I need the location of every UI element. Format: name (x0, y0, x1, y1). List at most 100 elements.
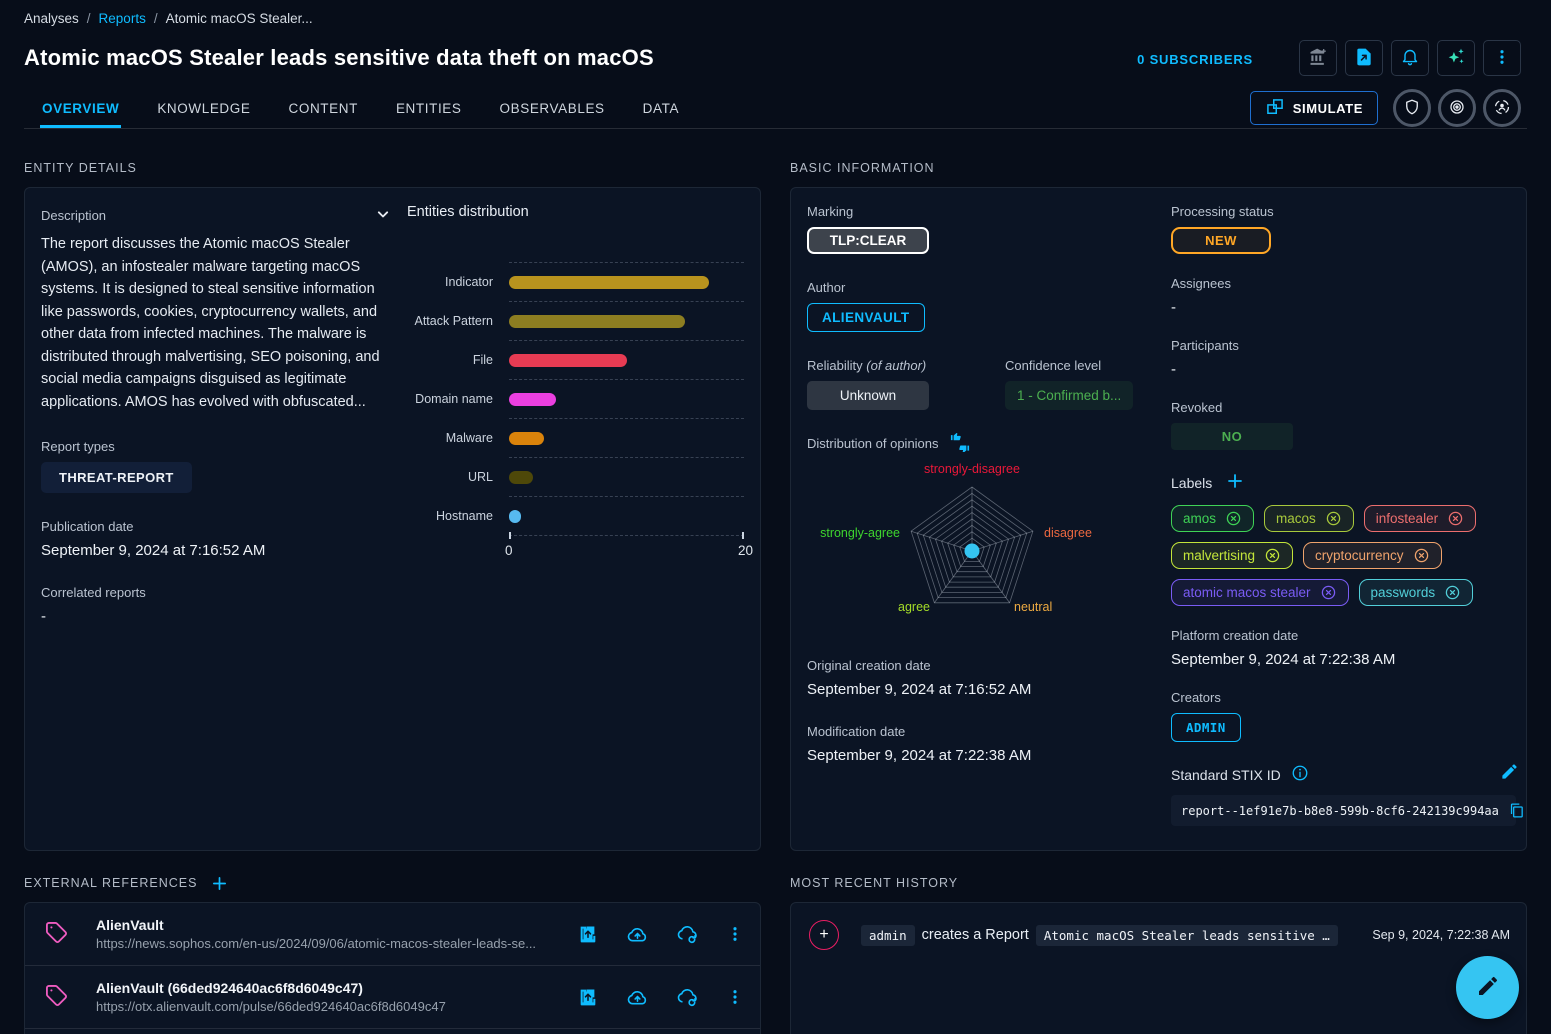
info-icon[interactable] (1291, 764, 1309, 785)
remove-label-icon[interactable] (1444, 584, 1461, 601)
label-chip[interactable]: infostealer (1363, 505, 1477, 532)
persona-gauge-button[interactable] (1483, 89, 1521, 127)
remove-label-icon[interactable] (1413, 547, 1430, 564)
bar-category-label: File (472, 352, 493, 367)
simulate-button[interactable]: SIMULATE (1249, 91, 1378, 125)
tag-icon (45, 921, 68, 947)
label-text: amos (1183, 511, 1217, 526)
target-gauge-button[interactable] (1438, 89, 1476, 127)
marking-chip: TLP:CLEAR (807, 227, 929, 254)
description-label: Description (41, 208, 107, 223)
label-chip[interactable]: macos (1264, 505, 1354, 532)
bar[interactable] (509, 470, 533, 484)
author-chip[interactable]: ALIENVAULT (807, 303, 925, 332)
notifications-button[interactable] (1391, 40, 1429, 76)
tabs: OVERVIEW KNOWLEDGE CONTENT ENTITIES OBSE… (24, 92, 1527, 129)
page-title: Atomic macOS Stealer leads sensitive dat… (24, 45, 654, 70)
tab-entities[interactable]: ENTITIES (395, 101, 462, 116)
opinions-radar-chart: strongly-disagree disagree neutral agree str… (807, 459, 1137, 638)
bar-category-label: Malware (445, 430, 493, 445)
labels-label: Labels (1171, 474, 1213, 491)
edit-fab[interactable] (1456, 956, 1519, 1019)
tab-data[interactable]: DATA (642, 101, 680, 116)
label-chip[interactable]: passwords (1358, 579, 1474, 606)
marking-label: Marking (807, 204, 854, 219)
remove-label-icon[interactable] (1320, 584, 1337, 601)
shield-gauge-button[interactable] (1393, 89, 1431, 127)
external-reference-row[interactable]: AlienVault (66ded924640ac6f8d6049c47) ht… (25, 966, 760, 1029)
label-chip[interactable]: malvertising (1171, 542, 1294, 569)
tag-icon (45, 984, 68, 1010)
bar-row: Attack Pattern (407, 301, 744, 340)
svg-text:neutral: neutral (1014, 600, 1052, 614)
thumbs-up-down-icon[interactable] (949, 432, 971, 455)
bar[interactable] (509, 392, 556, 406)
bar[interactable] (509, 314, 686, 328)
breadcrumb: Analyses / Reports / Atomic macOS Steale… (24, 11, 313, 26)
revoked-label: Revoked (1171, 400, 1223, 415)
creator-chip[interactable]: ADMIN (1171, 713, 1241, 742)
description-text: The report discusses the Atomic macOS St… (41, 236, 380, 410)
opinions-label: Distribution of opinions (807, 436, 939, 451)
revoked-chip: NO (1171, 423, 1293, 450)
open-link-button[interactable] (577, 923, 599, 945)
ai-assistant-button[interactable] (1437, 40, 1475, 76)
bar[interactable] (509, 353, 627, 367)
cloud-sync-button[interactable] (676, 923, 699, 946)
reliability-label: Reliability (of author) (807, 358, 927, 373)
bar-category-label: Hostname (436, 508, 493, 523)
remove-label-icon[interactable] (1447, 510, 1464, 527)
chevron-down-icon[interactable] (373, 204, 393, 227)
add-label-button[interactable] (1226, 472, 1244, 493)
edit-stix-icon[interactable] (1500, 762, 1519, 784)
label-text: malvertising (1183, 548, 1256, 563)
x-tick-20: 20 (737, 543, 753, 558)
tab-overview[interactable]: OVERVIEW (40, 92, 122, 128)
label-chip[interactable]: atomic macos stealer (1171, 579, 1349, 606)
reference-url: https://news.sophos.com/en-us/2024/09/06… (96, 936, 537, 951)
bar[interactable] (509, 275, 709, 289)
modification-value: September 9, 2024 at 7:22:38 AM (807, 747, 1032, 764)
tab-content[interactable]: CONTENT (288, 101, 358, 116)
remove-label-icon[interactable] (1325, 510, 1342, 527)
external-references-section-title: EXTERNAL REFERENCES (24, 873, 761, 893)
shield-icon (1403, 98, 1421, 119)
export-file-button[interactable] (1345, 40, 1383, 76)
remove-label-icon[interactable] (1225, 510, 1242, 527)
remove-label-icon[interactable] (1264, 547, 1281, 564)
reference-more-button[interactable] (726, 988, 744, 1006)
breadcrumb-analyses[interactable]: Analyses (24, 11, 79, 26)
add-external-reference-button[interactable] (211, 875, 228, 892)
more-options-button[interactable] (1483, 40, 1521, 76)
tab-knowledge[interactable]: KNOWLEDGE (157, 101, 251, 116)
copy-icon[interactable] (1508, 802, 1525, 819)
creators-label: Creators (1171, 690, 1221, 705)
add-to-case-button[interactable] (1299, 40, 1337, 76)
reference-more-button[interactable] (726, 925, 744, 943)
x-tick-0: 0 (505, 543, 513, 558)
bar-category-label: Domain name (415, 391, 493, 406)
bar[interactable] (509, 509, 521, 523)
stix-id-box: report--1ef91e7b-b8e8-599b-8cf6-242139c9… (1171, 795, 1523, 826)
tab-observables[interactable]: OBSERVABLES (499, 101, 605, 116)
open-link-button[interactable] (577, 986, 599, 1008)
cloud-upload-button[interactable] (626, 986, 649, 1009)
subscribers-button[interactable]: 0 SUBSCRIBERS (1137, 52, 1253, 67)
simulate-icon (1265, 97, 1285, 120)
history-user-chip: admin (861, 924, 915, 946)
bar[interactable] (509, 431, 545, 445)
cloud-sync-button[interactable] (676, 986, 699, 1009)
entity-details-section-title: ENTITY DETAILS (24, 161, 137, 175)
external-reference-row[interactable]: AlienVault https://news.sophos.com/en-us… (25, 903, 760, 966)
correlated-reports-label: Correlated reports (41, 585, 146, 600)
original-creation-label: Original creation date (807, 658, 931, 673)
label-chip[interactable]: cryptocurrency (1303, 542, 1442, 569)
breadcrumb-reports[interactable]: Reports (98, 11, 146, 26)
kebab-icon (1493, 48, 1511, 69)
cloud-upload-button[interactable] (626, 923, 649, 946)
confidence-chip: 1 - Confirmed b... (1005, 381, 1134, 410)
label-chip[interactable]: amos (1171, 505, 1255, 532)
history-section-title: MOST RECENT HISTORY (790, 876, 959, 890)
author-label: Author (807, 280, 846, 295)
